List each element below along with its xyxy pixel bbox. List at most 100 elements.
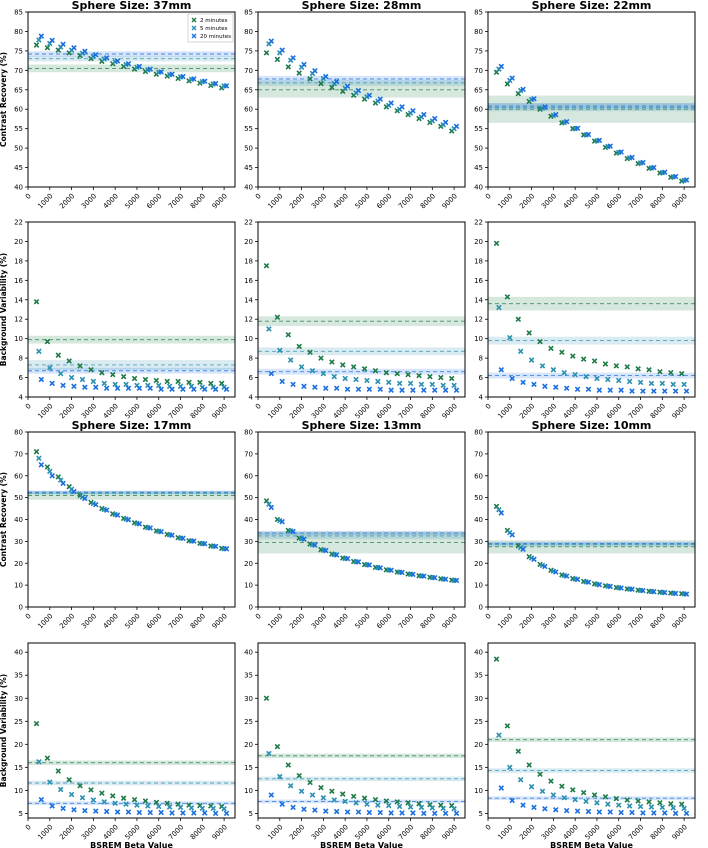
band-5-minutes [28,491,235,495]
data-point [629,586,635,593]
data-point [561,369,568,376]
data-point [201,810,208,816]
y-tick-label: 30 [474,538,483,546]
y-tick-label: 20 [244,238,253,246]
y-tick-label: 30 [14,538,23,546]
y-tick-label: 60 [14,106,23,114]
data-point [596,387,603,393]
data-point [210,805,216,812]
x-tick-label: 2000 [518,823,536,841]
x-tick-label: 7000 [167,823,185,841]
data-point [602,794,609,800]
data-point [515,748,522,754]
data-point [350,793,357,800]
data-point [640,587,646,594]
y-tick-label: 60 [244,106,253,114]
y-tick-label: 45 [244,164,253,172]
data-point [142,376,149,383]
data-point [263,50,270,56]
data-point [92,52,99,58]
data-point [333,78,340,85]
data-point [223,546,230,552]
data-point [537,338,543,345]
y-tick-label: 30 [244,538,253,546]
x-tick-label: 8000 [189,612,207,630]
y-tick-label: 30 [14,695,23,703]
data-point [542,383,548,390]
x-tick-label: 3000 [80,612,98,630]
data-point [509,532,515,538]
x-tick-label: 2000 [288,612,306,630]
data-point [364,377,370,384]
data-point [640,159,646,166]
legend-marker [191,33,197,39]
y-tick-label: 50 [14,145,23,153]
band-2-minutes [258,316,465,327]
y-tick-label: 15 [244,764,253,772]
y-tick-label: 15 [474,764,483,772]
chart-title: Sphere Size: 13mm [302,419,422,432]
data-point [672,810,679,817]
data-point [38,376,45,383]
data-point [298,788,305,795]
data-point [120,373,127,380]
data-point [263,695,270,702]
data-point [191,538,197,544]
x-tick-label: 4000 [332,823,350,841]
data-point [624,364,631,370]
y-tick-label: 20 [14,741,23,749]
data-point [651,588,657,595]
data-point [279,518,285,525]
data-point [92,501,99,508]
data-point [399,569,405,576]
data-point [49,803,55,809]
y-tick-label: 20 [244,741,253,749]
x-tick-label: 3000 [540,823,558,841]
data-point [418,381,425,388]
data-point [112,800,118,807]
x-tick-label: 2000 [518,402,536,420]
data-point [71,45,77,51]
y-tick-label: 80 [244,28,253,36]
y-tick-label: 40 [244,516,253,524]
data-point [678,801,685,807]
data-point [528,357,535,363]
data-point [47,365,53,371]
data-point [531,95,537,102]
data-point [683,810,690,817]
x-tick-label: 5000 [123,402,141,420]
y-tick-label: 20 [244,560,253,568]
data-point [563,118,570,125]
y-tick-label: 12 [14,316,23,324]
data-point [366,92,373,98]
chart-panel-10: 0 1000 2000 3000 4000 5000 6000 7000 8000 9000 5 10… [0,642,236,848]
y-tick-label: 70 [244,67,253,75]
data-point [637,379,644,386]
x-tick-label: 0 [484,192,493,201]
data-point [635,798,641,804]
data-point [396,380,403,387]
data-point [651,810,657,816]
data-point [55,352,62,358]
y-tick-label: 65 [244,86,253,94]
y-tick-label: 45 [14,164,23,172]
data-point [201,541,208,547]
data-point [33,298,40,305]
x-tick-label: 0 [254,823,263,832]
data-point [563,807,570,814]
y-tick-label: 4 [19,394,24,402]
x-tick-label: 3000 [540,192,558,210]
x-tick-label: 6000 [145,823,163,841]
data-point [169,386,175,392]
data-point [442,810,449,817]
data-point [366,386,373,392]
legend-marker [191,17,197,23]
chart-title: Sphere Size: 28mm [302,0,422,12]
y-tick-label: 75 [244,47,253,55]
data-point [377,386,384,392]
y-tick-label: 70 [244,450,253,458]
data-point [355,87,362,94]
data-point [164,800,171,807]
data-point [320,794,327,801]
data-point [668,369,674,376]
